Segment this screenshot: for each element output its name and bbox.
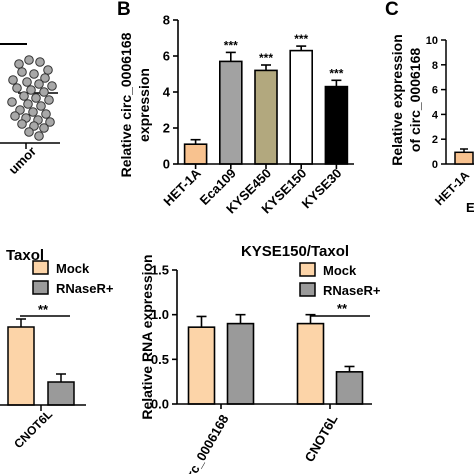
scatter-point: [17, 67, 27, 77]
y-tick-label: 10: [426, 35, 438, 47]
panel-b-letter: B: [117, 0, 131, 20]
y-tick-label: 2: [432, 134, 438, 146]
x-tick-label: CNOT6L: [302, 412, 341, 465]
scatter-point: [36, 101, 46, 111]
x-tick-label: HET-1A: [160, 165, 204, 209]
scatter-point: [28, 107, 38, 117]
panel-a-fragment: umor: [0, 43, 60, 178]
panel-kyse-ylabel: Relative RNA expression: [139, 254, 155, 419]
scatter-point: [35, 57, 45, 67]
scatter-point: [31, 93, 41, 103]
panel-left-bar-mock: [7, 326, 35, 406]
y-tick-label: 8: [432, 60, 438, 72]
y-tick-label: 0: [432, 159, 438, 171]
y-tick-label: 8: [163, 13, 170, 28]
panel-kyse-legend-swatch-rnaser: [299, 282, 316, 297]
scatter-point: [26, 85, 36, 95]
scatter-point: [24, 127, 34, 137]
bar: [335, 371, 364, 405]
bar: [296, 322, 325, 405]
scatter-point: [34, 79, 44, 89]
y-tick-label: 2: [163, 121, 170, 136]
significance-label: ***: [329, 66, 343, 80]
significance-label: ***: [224, 38, 238, 52]
panel-left-legend-mock: Mock: [56, 261, 90, 276]
scatter-point: [47, 81, 57, 91]
scatter-point: [45, 117, 55, 127]
scatter-point: [43, 65, 53, 75]
panel-kyse-title: KYSE150/Taxol: [241, 243, 349, 260]
y-tick-label: 0.0: [151, 397, 169, 412]
panel-c-y-ticks: 0 2 4 6 8 10: [426, 35, 446, 171]
panel-left-legend-swatch-rnaser: [32, 280, 49, 295]
significance-label: **: [337, 301, 348, 316]
panel-c-fragment: C Relative expression of circ_0006168 0 2…: [385, 0, 474, 215]
scatter-point: [14, 59, 24, 69]
panel-left-significance: **: [38, 302, 49, 317]
y-tick-label: 1.5: [151, 263, 169, 278]
scatter-point: [10, 111, 20, 121]
panel-b-ylabel-line1: Relative circ_0006168: [118, 32, 134, 177]
scatter-point: [12, 83, 22, 93]
scatter-point: [19, 91, 29, 101]
y-tick-label: 0.5: [151, 352, 169, 367]
scatter-point: [23, 99, 33, 109]
scatter-point: [39, 123, 49, 133]
panel-b-plot: 02468HET-1A***Eca109***KYSE450***KYSE150…: [160, 13, 349, 216]
panel-left-title: Taxol: [6, 247, 44, 264]
panel-left-legend-swatch-mock: [32, 260, 49, 275]
scatter-point: [34, 131, 44, 141]
panel-a-scatter: [7, 55, 57, 141]
panel-left-legend-rnaser: RNaseR+: [56, 281, 114, 296]
y-tick-label: 4: [163, 85, 171, 100]
bar: [324, 85, 349, 165]
panel-kyse-legend-mock: Mock: [323, 263, 357, 278]
bar: [254, 69, 278, 165]
panel-kyse-legend-rnaser: RNaseR+: [323, 283, 381, 298]
panel-c-ylabel-line1: Relative expression: [389, 34, 405, 166]
scatter-point: [44, 95, 54, 105]
scatter-point: [29, 69, 39, 79]
panel-a-xtick-label: umor: [6, 144, 40, 178]
y-tick-label: 0: [163, 157, 170, 172]
significance-label: ***: [259, 51, 273, 65]
panel-c-xtick-cut: E: [466, 200, 474, 215]
panel-c-letter: C: [385, 0, 399, 20]
y-tick-label: 4: [432, 109, 439, 121]
bar: [183, 143, 208, 165]
bar: [219, 60, 243, 165]
panel-c-bar-het1a: [454, 151, 474, 165]
panel-b-ylabel-line2: expression: [136, 68, 152, 142]
scatter-point: [24, 55, 34, 65]
panel-kyse150-taxol: KYSE150/Taxol Relative RNA expression Mo…: [139, 243, 381, 474]
panel-b: B Relative circ_0006168 expression 0 2 4 6 8…: [117, 0, 354, 216]
scatter-point: [7, 97, 17, 107]
scatter-point: [22, 77, 32, 87]
y-tick-label: 6: [163, 49, 170, 64]
panel-left-bar-rnaser: [47, 381, 75, 406]
scatter-point: [39, 87, 49, 97]
panel-left-fragment: Taxol Mock RNaseR+ ** CNOT6L: [0, 247, 114, 451]
panel-c-ylabel-line2: of circ_0006168: [407, 48, 423, 153]
significance-label: ***: [294, 32, 308, 46]
bar: [187, 326, 216, 405]
y-tick-label: 1.0: [151, 307, 169, 322]
scatter-point: [8, 75, 18, 85]
scatter-point: [17, 119, 27, 129]
panel-left-xtick-label: CNOT6L: [11, 407, 55, 451]
panel-kyse-legend-swatch-mock: [299, 262, 316, 277]
y-tick-label: 6: [432, 85, 438, 97]
bar: [226, 322, 255, 405]
bar: [289, 49, 314, 165]
scatter-point: [40, 73, 50, 83]
scatter-point: [41, 109, 51, 119]
x-tick-label: circ_0006168: [178, 412, 231, 474]
